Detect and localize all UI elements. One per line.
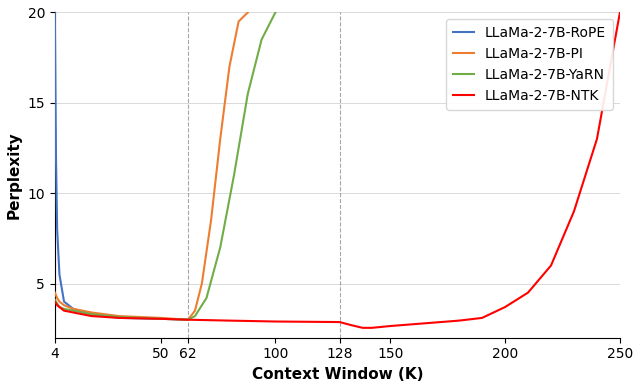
LLaMa-2-7B-PI [56, 299, 63, 304]
Line: LLaMa-2-7B-YaRN: LLaMa-2-7B-YaRN [55, 12, 275, 320]
LLaMa-2-7B-NTK [593, 137, 601, 141]
LLaMa-2-7B-NTK [225, 318, 233, 323]
LLaMa-2-7B-NTK [410, 322, 417, 326]
LLaMa-2-7B-NTK [336, 320, 344, 324]
LLaMa-2-7B-NTK [60, 308, 68, 313]
LLaMa-2-7B-NTK [455, 318, 463, 323]
LLaMa-2-7B-NTK [387, 324, 394, 328]
LLaMa-2-7B-YaRN [88, 312, 95, 317]
LLaMa-2-7B-YaRN [56, 305, 63, 309]
LLaMa-2-7B-PI [88, 310, 95, 315]
LLaMa-2-7B-NTK [348, 323, 355, 328]
LLaMa-2-7B-NTK [478, 315, 486, 320]
LLaMa-2-7B-PI [69, 307, 77, 311]
Line: LLaMa-2-7B-NTK: LLaMa-2-7B-NTK [55, 12, 620, 328]
LLaMa-2-7B-YaRN [53, 301, 61, 306]
Line: LLaMa-2-7B-RoPE: LLaMa-2-7B-RoPE [55, 12, 188, 320]
LLaMa-2-7B-NTK [501, 305, 509, 309]
LLaMa-2-7B-RoPE [52, 155, 60, 159]
LLaMa-2-7B-PI [51, 290, 59, 295]
LLaMa-2-7B-NTK [547, 263, 555, 268]
LLaMa-2-7B-NTK [157, 317, 164, 321]
Y-axis label: Perplexity: Perplexity [7, 131, 22, 219]
LLaMa-2-7B-RoPE [115, 315, 123, 320]
LLaMa-2-7B-PI [184, 317, 192, 322]
LLaMa-2-7B-YaRN [216, 245, 224, 250]
LLaMa-2-7B-NTK [115, 315, 123, 320]
LLaMa-2-7B-YaRN [258, 37, 266, 42]
LLaMa-2-7B-PI [235, 19, 243, 24]
LLaMa-2-7B-PI [53, 296, 61, 300]
LLaMa-2-7B-NTK [184, 317, 192, 322]
LLaMa-2-7B-NTK [368, 326, 376, 330]
LLaMa-2-7B-NTK [69, 310, 77, 315]
LLaMa-2-7B-PI [191, 308, 199, 313]
LLaMa-2-7B-YaRN [69, 308, 77, 313]
LLaMa-2-7B-YaRN [60, 307, 68, 311]
LLaMa-2-7B-RoPE [60, 299, 68, 304]
LLaMa-2-7B-PI [198, 281, 205, 286]
LLaMa-2-7B-NTK [51, 299, 59, 304]
LLaMa-2-7B-PI [60, 303, 68, 308]
LLaMa-2-7B-RoPE [157, 317, 164, 321]
Legend: LLaMa-2-7B-RoPE, LLaMa-2-7B-PI, LLaMa-2-7B-YaRN, LLaMa-2-7B-NTK: LLaMa-2-7B-RoPE, LLaMa-2-7B-PI, LLaMa-2-… [446, 19, 613, 110]
LLaMa-2-7B-YaRN [51, 298, 59, 302]
LLaMa-2-7B-RoPE [88, 312, 95, 317]
LLaMa-2-7B-RoPE [56, 272, 63, 277]
LLaMa-2-7B-YaRN [115, 315, 123, 319]
LLaMa-2-7B-NTK [433, 320, 440, 325]
X-axis label: Context Window (K): Context Window (K) [252, 367, 423, 382]
LLaMa-2-7B-NTK [359, 326, 367, 330]
LLaMa-2-7B-RoPE [184, 317, 192, 322]
LLaMa-2-7B-NTK [271, 319, 279, 324]
LLaMa-2-7B-PI [115, 314, 123, 319]
LLaMa-2-7B-PI [157, 315, 164, 320]
LLaMa-2-7B-RoPE [51, 10, 59, 15]
LLaMa-2-7B-YaRN [203, 296, 211, 300]
LLaMa-2-7B-YaRN [184, 317, 192, 322]
LLaMa-2-7B-NTK [616, 10, 624, 15]
LLaMa-2-7B-NTK [570, 209, 578, 214]
LLaMa-2-7B-NTK [524, 290, 532, 295]
LLaMa-2-7B-YaRN [157, 317, 164, 321]
Line: LLaMa-2-7B-PI: LLaMa-2-7B-PI [55, 12, 248, 320]
LLaMa-2-7B-PI [207, 218, 215, 223]
LLaMa-2-7B-RoPE [53, 227, 61, 232]
LLaMa-2-7B-YaRN [271, 10, 279, 15]
LLaMa-2-7B-YaRN [244, 91, 252, 96]
LLaMa-2-7B-NTK [88, 314, 95, 319]
LLaMa-2-7B-YaRN [230, 173, 238, 177]
LLaMa-2-7B-NTK [56, 305, 63, 309]
LLaMa-2-7B-NTK [53, 303, 61, 308]
LLaMa-2-7B-RoPE [69, 307, 77, 311]
LLaMa-2-7B-YaRN [191, 314, 199, 319]
LLaMa-2-7B-PI [244, 10, 252, 15]
LLaMa-2-7B-PI [225, 64, 233, 69]
LLaMa-2-7B-PI [216, 137, 224, 141]
